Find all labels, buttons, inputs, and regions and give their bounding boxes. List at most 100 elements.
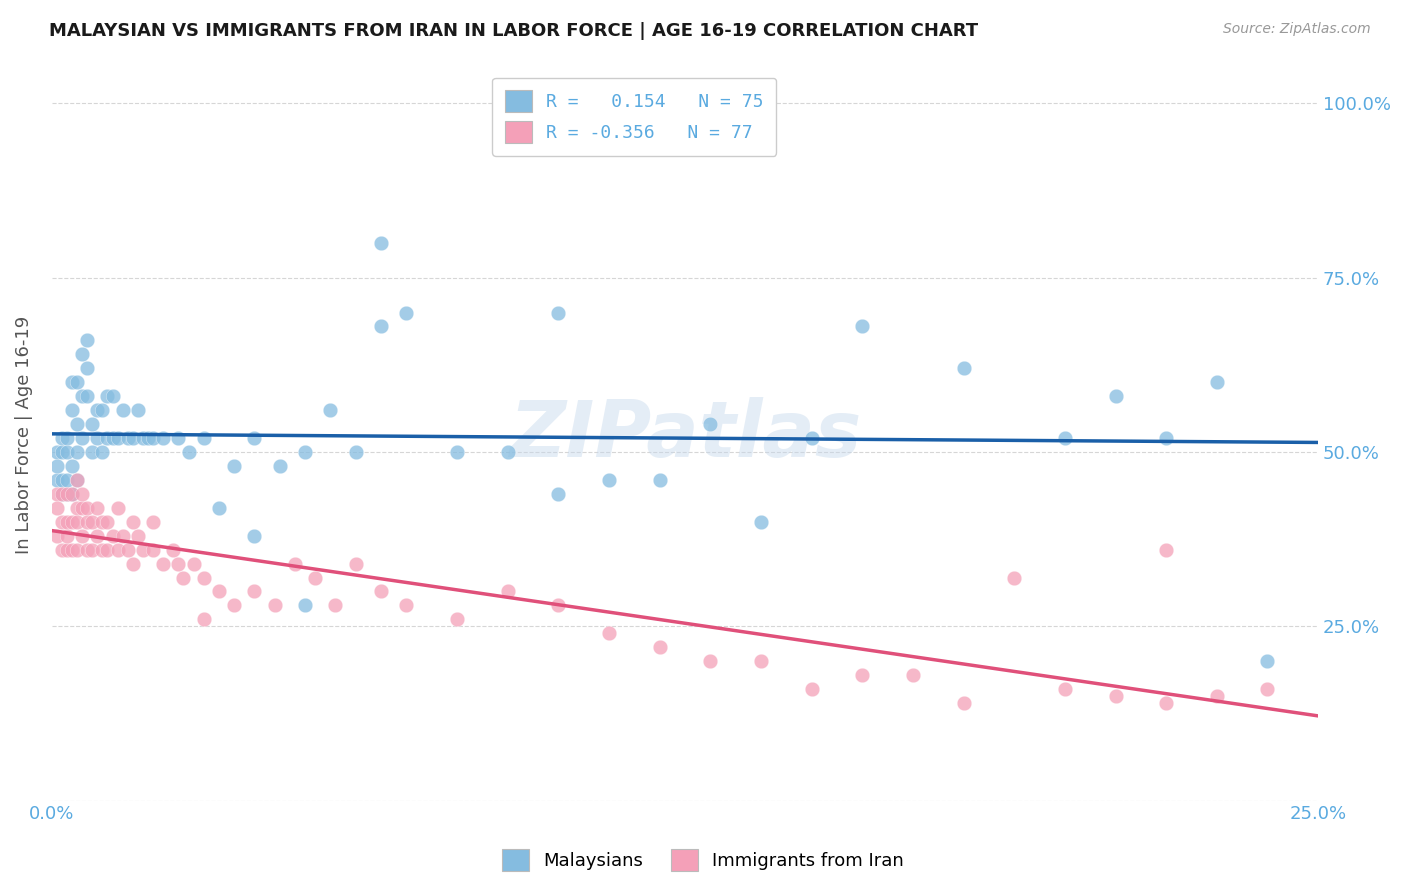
- Point: [60, 542, 83, 557]
- Point: [76, 361, 98, 376]
- Point: [117, 431, 139, 445]
- Point: [547, 599, 569, 613]
- Point: [60, 487, 83, 501]
- Point: [60, 403, 83, 417]
- Point: [56, 487, 79, 501]
- Point: [193, 570, 215, 584]
- Point: [51, 542, 73, 557]
- Point: [45, 500, 67, 515]
- Point: [96, 515, 118, 529]
- Point: [142, 542, 165, 557]
- Point: [51, 431, 73, 445]
- Point: [193, 612, 215, 626]
- Point: [183, 557, 205, 571]
- Point: [121, 515, 143, 529]
- Point: [121, 431, 143, 445]
- Point: [60, 376, 83, 390]
- Point: [82, 542, 104, 557]
- Point: [152, 431, 174, 445]
- Point: [91, 403, 114, 417]
- Point: [45, 529, 67, 543]
- Point: [70, 529, 93, 543]
- Text: ZIPatlas: ZIPatlas: [509, 397, 860, 473]
- Point: [152, 557, 174, 571]
- Point: [142, 515, 165, 529]
- Point: [370, 584, 392, 599]
- Point: [162, 542, 184, 557]
- Point: [177, 445, 200, 459]
- Point: [1256, 681, 1278, 696]
- Point: [86, 403, 108, 417]
- Point: [107, 500, 129, 515]
- Point: [598, 626, 620, 640]
- Point: [91, 445, 114, 459]
- Point: [66, 376, 89, 390]
- Point: [325, 599, 347, 613]
- Point: [86, 500, 108, 515]
- Point: [70, 389, 93, 403]
- Point: [952, 696, 974, 710]
- Point: [136, 431, 159, 445]
- Legend: R =   0.154   N = 75, R = -0.356   N = 77: R = 0.154 N = 75, R = -0.356 N = 77: [492, 78, 776, 156]
- Point: [1154, 542, 1177, 557]
- Point: [107, 542, 129, 557]
- Point: [45, 458, 67, 473]
- Point: [56, 542, 79, 557]
- Point: [208, 500, 231, 515]
- Point: [167, 557, 190, 571]
- Point: [208, 584, 231, 599]
- Point: [648, 473, 671, 487]
- Point: [127, 403, 149, 417]
- Point: [45, 487, 67, 501]
- Point: [370, 235, 392, 250]
- Point: [243, 584, 266, 599]
- Point: [1154, 431, 1177, 445]
- Point: [51, 445, 73, 459]
- Point: [344, 445, 367, 459]
- Point: [1205, 689, 1227, 703]
- Point: [82, 515, 104, 529]
- Point: [86, 431, 108, 445]
- Point: [800, 431, 823, 445]
- Point: [96, 431, 118, 445]
- Point: [901, 668, 924, 682]
- Point: [699, 417, 721, 431]
- Point: [344, 557, 367, 571]
- Point: [370, 319, 392, 334]
- Legend: Malaysians, Immigrants from Iran: Malaysians, Immigrants from Iran: [495, 842, 911, 879]
- Point: [117, 542, 139, 557]
- Point: [304, 570, 326, 584]
- Point: [70, 431, 93, 445]
- Point: [76, 334, 98, 348]
- Text: Source: ZipAtlas.com: Source: ZipAtlas.com: [1223, 22, 1371, 37]
- Point: [749, 515, 772, 529]
- Y-axis label: In Labor Force | Age 16-19: In Labor Force | Age 16-19: [15, 316, 32, 554]
- Point: [51, 473, 73, 487]
- Point: [66, 515, 89, 529]
- Point: [96, 389, 118, 403]
- Point: [446, 445, 468, 459]
- Point: [51, 487, 73, 501]
- Point: [132, 542, 155, 557]
- Point: [193, 431, 215, 445]
- Point: [70, 487, 93, 501]
- Point: [851, 668, 873, 682]
- Point: [1256, 654, 1278, 668]
- Point: [294, 445, 316, 459]
- Point: [91, 542, 114, 557]
- Point: [269, 458, 291, 473]
- Point: [96, 542, 118, 557]
- Point: [1002, 570, 1025, 584]
- Point: [101, 431, 124, 445]
- Point: [70, 347, 93, 361]
- Point: [851, 319, 873, 334]
- Point: [107, 431, 129, 445]
- Point: [496, 445, 519, 459]
- Point: [952, 361, 974, 376]
- Point: [1053, 681, 1076, 696]
- Point: [51, 487, 73, 501]
- Point: [66, 542, 89, 557]
- Point: [66, 445, 89, 459]
- Point: [82, 417, 104, 431]
- Point: [395, 305, 418, 319]
